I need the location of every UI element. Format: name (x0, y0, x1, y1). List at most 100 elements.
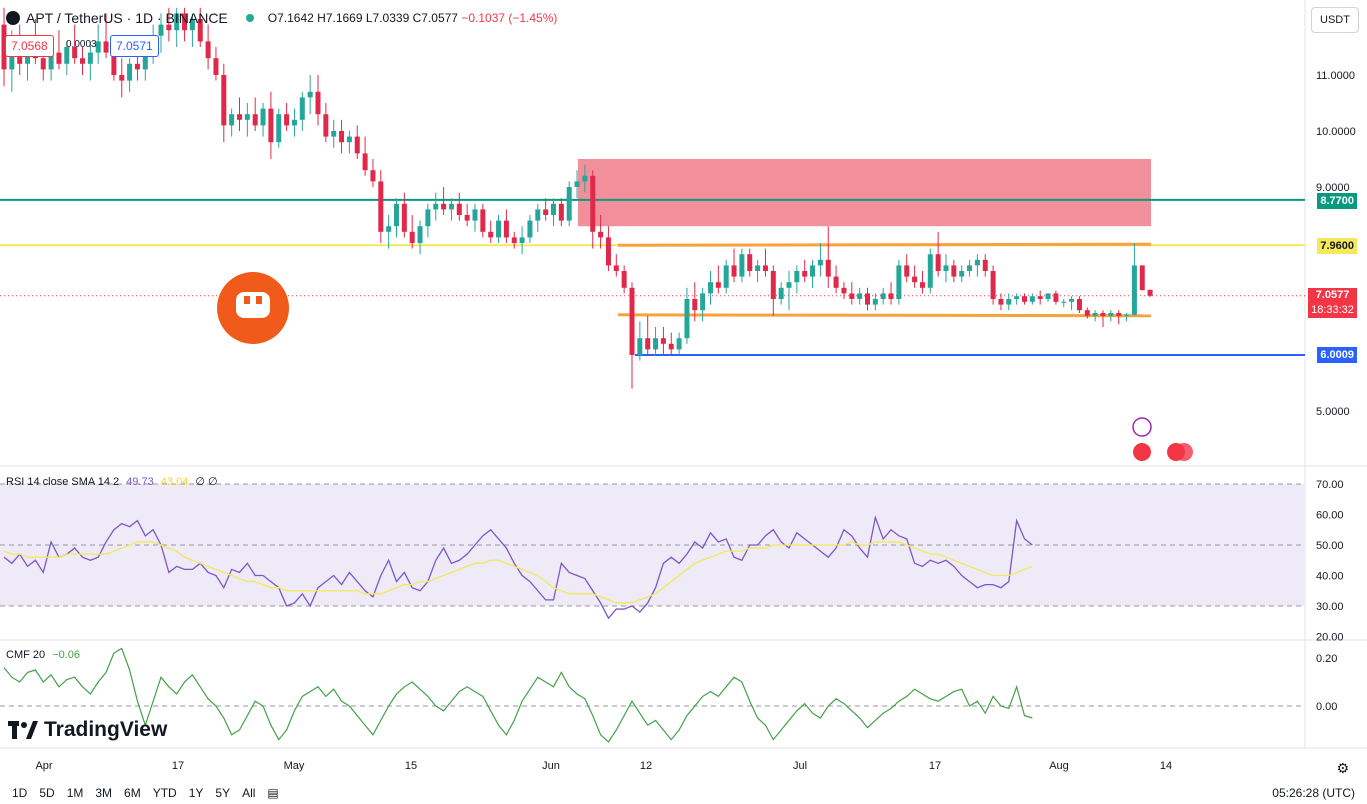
candle-body (17, 52, 23, 64)
candle-body (95, 41, 101, 53)
candle-body (315, 91, 321, 115)
candle-body (1014, 296, 1020, 299)
candle-body (229, 114, 235, 126)
time-tick-label: 17 (172, 760, 184, 772)
timeframe-ytd[interactable]: YTD (152, 786, 177, 800)
candle-body (291, 119, 297, 126)
candle-body (904, 265, 910, 277)
timeframe-1d[interactable]: 1D (12, 786, 28, 800)
rsi-legend[interactable]: RSI 14 close SMA 14 2 49.73 43.04 ∅ ∅ (6, 475, 218, 488)
buy-price-button[interactable]: 7.0571 (110, 35, 159, 57)
candle-body (346, 136, 352, 143)
timeframe-1m[interactable]: 1M (66, 786, 84, 800)
candle-body (865, 293, 870, 305)
timeframe-5d[interactable]: 5D (39, 786, 55, 800)
price-tick-label: 9.0000 (1316, 182, 1350, 194)
candle-body (558, 203, 564, 221)
timeframe-5y[interactable]: 5Y (215, 786, 231, 800)
utc-clock[interactable]: 05:26:28 (UTC) (1272, 786, 1355, 800)
candle-body (472, 209, 478, 221)
timeframe-6m[interactable]: 6M (124, 786, 141, 800)
candle-body (339, 131, 345, 143)
candle-body (1131, 265, 1137, 315)
candle-body (80, 58, 85, 64)
time-tick-label: Apr (35, 760, 52, 772)
candle-body (715, 282, 721, 288)
candle-body (197, 19, 203, 42)
candle-body (770, 271, 776, 299)
candle-body (174, 13, 180, 31)
candle-body (1092, 313, 1098, 316)
candle-body (1100, 313, 1106, 316)
candle-body (543, 209, 549, 215)
cmf-tick-label: 0.20 (1316, 653, 1337, 665)
candle-body (370, 170, 376, 182)
cmf-title: CMF 20 (6, 649, 46, 661)
candle-body (134, 63, 140, 70)
gear-icon[interactable]: ⚙ (1336, 760, 1349, 776)
candle-body (1124, 314, 1130, 316)
candle-body (857, 293, 863, 299)
candle-body (841, 287, 847, 294)
candle-body (605, 237, 611, 266)
candle-body (896, 265, 902, 299)
candle-body (441, 203, 447, 210)
candle-body (778, 287, 784, 299)
timeframe-all[interactable]: All (242, 786, 256, 800)
rsi-tick-label: 30.00 (1316, 601, 1344, 613)
candle-body (598, 231, 604, 238)
level-label-blue: 6.0009 (1317, 347, 1357, 363)
candle-body (692, 299, 698, 311)
time-tick-label: 17 (929, 760, 941, 772)
market-open-icon (245, 14, 254, 22)
low-value: L7.0339 (365, 11, 410, 25)
candle-body (354, 136, 360, 154)
timeframe-1y[interactable]: 1Y (188, 786, 204, 800)
candle-body (64, 47, 70, 64)
candle-body (433, 203, 439, 210)
candle-body (660, 338, 666, 344)
candle-body (72, 47, 78, 59)
candle-body (276, 114, 282, 143)
symbol-header: APT / TetherUS · 1D · BINANCE O7.1642 H7… (0, 4, 563, 32)
candle-body (810, 265, 816, 277)
cmf-legend[interactable]: CMF 20 −0.06 (6, 649, 80, 661)
rsi-extra: ∅ ∅ (195, 476, 218, 488)
candle-body (684, 299, 690, 339)
rsi-tick-label: 20.00 (1316, 632, 1344, 644)
rsi-title: RSI 14 close SMA 14 2 (6, 476, 120, 488)
bar-countdown: 18:33:32 (1311, 304, 1354, 316)
candle-body (676, 338, 682, 350)
rsi-tick-label: 70.00 (1316, 479, 1344, 491)
candle-body (464, 215, 470, 221)
time-tick-label: Jun (542, 760, 560, 772)
candle-body (637, 338, 643, 355)
candle-body (723, 265, 729, 288)
candle-body (1108, 313, 1114, 316)
candle-body (935, 254, 941, 271)
tradingview-logo[interactable]: TradingView (8, 718, 167, 742)
candle-body (1006, 299, 1012, 305)
candle-body (127, 63, 133, 81)
candle-body (967, 265, 973, 271)
candle-body (362, 153, 368, 171)
level-label-green: 8.7700 (1317, 193, 1357, 209)
date-range-icon[interactable]: ▤ (267, 786, 279, 800)
candle-body (409, 231, 415, 243)
candle-body (621, 271, 627, 288)
rsi-value: 49.73 (126, 476, 154, 488)
candle-body (888, 293, 894, 299)
timeframe-3m[interactable]: 3M (95, 786, 113, 800)
high-value: H7.1669 (317, 11, 363, 25)
symbol-title[interactable]: APT / TetherUS · 1D · BINANCE (26, 10, 228, 26)
candle-body (802, 271, 808, 277)
candle-body (1147, 289, 1153, 296)
candle-body (1069, 299, 1075, 302)
currency-selector[interactable]: USDT (1311, 7, 1359, 33)
candle-body (880, 293, 886, 299)
candle-body (425, 209, 431, 227)
tradingview-logo-text: TradingView (44, 718, 168, 741)
candle-body (653, 338, 659, 350)
sell-price-button[interactable]: 7.0568 (5, 35, 54, 57)
